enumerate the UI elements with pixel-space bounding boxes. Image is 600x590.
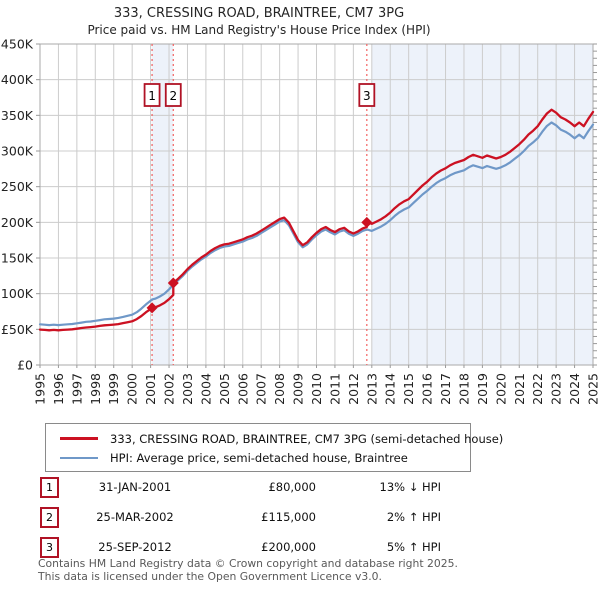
sale-price: £200,000: [261, 540, 316, 554]
chart-titles: 333, CRESSING ROAD, BRAINTREE, CM7 3PG P…: [0, 5, 518, 38]
y-axis-label: £250K: [0, 179, 34, 194]
sale-number-badge: 3: [40, 536, 59, 558]
x-axis-label: 2011: [327, 373, 342, 405]
x-axis-label: 2008: [272, 373, 287, 405]
footer-line-2: This data is licensed under the Open Gov…: [38, 569, 382, 583]
x-axis-label: 2002: [162, 373, 177, 405]
sale-date: 31-JAN-2001: [98, 480, 172, 494]
sale-marker-label-box: [143, 83, 161, 107]
sale-marker-label: 2: [169, 89, 177, 103]
y-axis-label: £0: [17, 358, 33, 373]
sale-hpi-delta: 13% ↓ HPI: [379, 480, 441, 494]
x-axis-label: 2006: [235, 373, 250, 405]
sale-marker-diamond: [146, 302, 158, 314]
sale-marker-label: 3: [363, 89, 371, 103]
x-axis-label: 2023: [549, 373, 564, 405]
x-axis-label: 2019: [475, 373, 490, 405]
x-axis-label: 2005: [217, 373, 232, 405]
table-row: 2 25-MAR-2002 £115,000 2% ↑ HPI: [40, 506, 560, 528]
sale-marker-diamond: [167, 277, 179, 289]
legend-label-hpi: HPI: Average price, semi-detached house,…: [110, 450, 408, 465]
x-axis-label: 2003: [180, 373, 195, 405]
x-axis-label: 1999: [106, 373, 121, 405]
x-axis-label: 2000: [125, 373, 140, 405]
sale-marker-label-box: [358, 83, 376, 107]
sale-hpi-delta: 5% ↑ HPI: [386, 540, 441, 554]
x-axis-label: 2024: [567, 373, 582, 405]
sale-price: £80,000: [268, 480, 316, 494]
footer-line-1: Contains HM Land Registry data © Crown c…: [38, 557, 458, 570]
x-axis-label: 2001: [143, 373, 158, 405]
x-axis-label: 1997: [69, 373, 84, 405]
sale-marker-label: 1: [148, 89, 156, 103]
license-footer: Contains HM Land Registry data © Crown c…: [38, 557, 458, 583]
price-line-swatch: [60, 437, 98, 440]
price-paid-line: [38, 108, 595, 332]
x-axis-label: 2018: [456, 373, 471, 405]
x-axis-label: 2021: [512, 373, 527, 405]
transaction-table: 1 31-JAN-2001 £80,000 13% ↓ HPI 2 25-MAR…: [40, 476, 560, 566]
legend-row-price: 333, CRESSING ROAD, BRAINTREE, CM7 3PG (…: [46, 429, 503, 448]
sale-date: 25-SEP-2012: [98, 540, 172, 554]
ownership-band: [152, 44, 174, 365]
page-title: 333, CRESSING ROAD, BRAINTREE, CM7 3PG: [113, 6, 405, 21]
x-axis-label: 2010: [309, 373, 324, 405]
x-axis-label: 2007: [254, 373, 269, 405]
sale-marker-label-box: [164, 83, 182, 107]
hpi-line-swatch: [60, 456, 98, 459]
price-history-chart: 12 3 £0 £50K £100K £150K £200K £250K £300K £350K £…: [0, 37, 600, 405]
sale-price: £115,000: [261, 510, 316, 524]
x-axis-label: 2012: [346, 373, 361, 405]
x-axis-label: 1995: [33, 373, 48, 405]
x-axis-label: 2014: [383, 373, 398, 405]
sale-marker-diamond: [361, 216, 373, 228]
y-axis-label: £350K: [0, 108, 34, 123]
y-axis-label: £450K: [0, 37, 34, 52]
sale-date: 25-MAR-2002: [96, 510, 174, 524]
sale-number-badge: 1: [40, 476, 59, 498]
y-axis-label: £400K: [0, 72, 34, 87]
table-row: 3 25-SEP-2012 £200,000 5% ↑ HPI: [40, 536, 560, 558]
x-axis-label: 2004: [198, 373, 213, 405]
x-axis-label: 2022: [530, 373, 545, 405]
y-axis-label: £300K: [0, 144, 34, 159]
y-axis-label: £100K: [0, 286, 34, 301]
x-axis-label: 1998: [88, 373, 103, 405]
sale-number-badge: 2: [40, 506, 59, 528]
y-axis-label: £150K: [0, 251, 34, 266]
page-subtitle: Price paid vs. HM Land Registry's House …: [87, 22, 431, 37]
x-axis-label: 2017: [438, 373, 453, 405]
hpi-line: [38, 121, 595, 327]
chart-legend: 333, CRESSING ROAD, BRAINTREE, CM7 3PG (…: [45, 423, 503, 472]
table-row: 1 31-JAN-2001 £80,000 13% ↓ HPI: [40, 476, 560, 498]
x-axis-label: 1996: [51, 373, 66, 405]
x-axis-label: 2020: [493, 373, 508, 405]
x-axis-label: 2013: [364, 373, 379, 405]
y-axis-label: £50K: [1, 322, 34, 337]
legend-label-price: 333, CRESSING ROAD, BRAINTREE, CM7 3PG (…: [110, 431, 504, 446]
legend-row-hpi: HPI: Average price, semi-detached house,…: [46, 448, 470, 467]
x-axis-label: 2009: [291, 373, 306, 405]
x-axis-label: 2025: [586, 373, 600, 405]
y-axis-label: £200K: [0, 215, 34, 230]
x-axis-label: 2016: [420, 373, 435, 405]
x-axis-label: 2015: [401, 373, 416, 405]
sale-hpi-delta: 2% ↑ HPI: [386, 510, 441, 524]
